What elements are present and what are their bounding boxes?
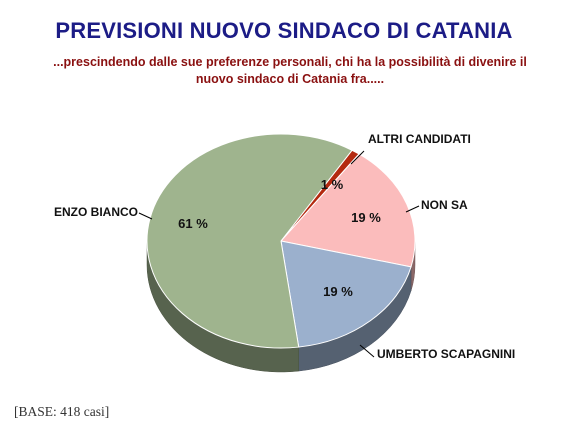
- category-label-altri-candidati: ALTRI CANDIDATI: [368, 132, 471, 146]
- leader-line-non-sa: [405, 205, 420, 213]
- chart-subtitle: ...prescindendo dalle sue preferenze per…: [20, 54, 560, 88]
- value-label-enzo-bianco: 61 %: [178, 216, 208, 231]
- chart-title: PREVISIONI NUOVO SINDACO DI CATANIA: [55, 18, 513, 43]
- category-label-umberto-scapagnini: UMBERTO SCAPAGNINI: [377, 347, 515, 361]
- base-footnote: [BASE: 418 casi]: [14, 404, 110, 419]
- leader-line-altri-candidati: [350, 150, 365, 165]
- subtitle-line-2: nuovo sindaco di Catania fra.....: [195, 72, 385, 86]
- value-label-altri-candidati: 1 %: [321, 177, 344, 192]
- pie-labels: 1 % ALTRI CANDIDATI 19 % NON SA 19 % UMBERTO …: [54, 132, 515, 361]
- slice-non-sa: [280, 153, 416, 268]
- pie-tops: [146, 133, 416, 349]
- leader-line-enzo-bianco: [138, 212, 153, 220]
- pie-leaders: [138, 150, 420, 358]
- category-label-non-sa: NON SA: [421, 198, 468, 212]
- value-label-umberto-scapagnini: 19 %: [323, 284, 353, 299]
- subtitle-line-1: ...prescindendo dalle sue preferenze per…: [53, 55, 527, 69]
- leader-line-umberto-scapagnini: [359, 344, 375, 358]
- category-label-enzo-bianco: ENZO BIANCO: [54, 205, 138, 219]
- value-label-non-sa: 19 %: [351, 210, 381, 225]
- slice-umberto-scapagnini: [280, 240, 412, 348]
